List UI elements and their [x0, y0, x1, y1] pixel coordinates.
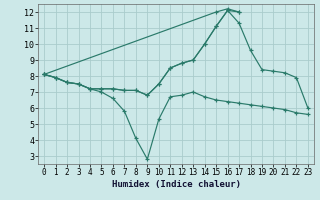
X-axis label: Humidex (Indice chaleur): Humidex (Indice chaleur) — [111, 180, 241, 189]
